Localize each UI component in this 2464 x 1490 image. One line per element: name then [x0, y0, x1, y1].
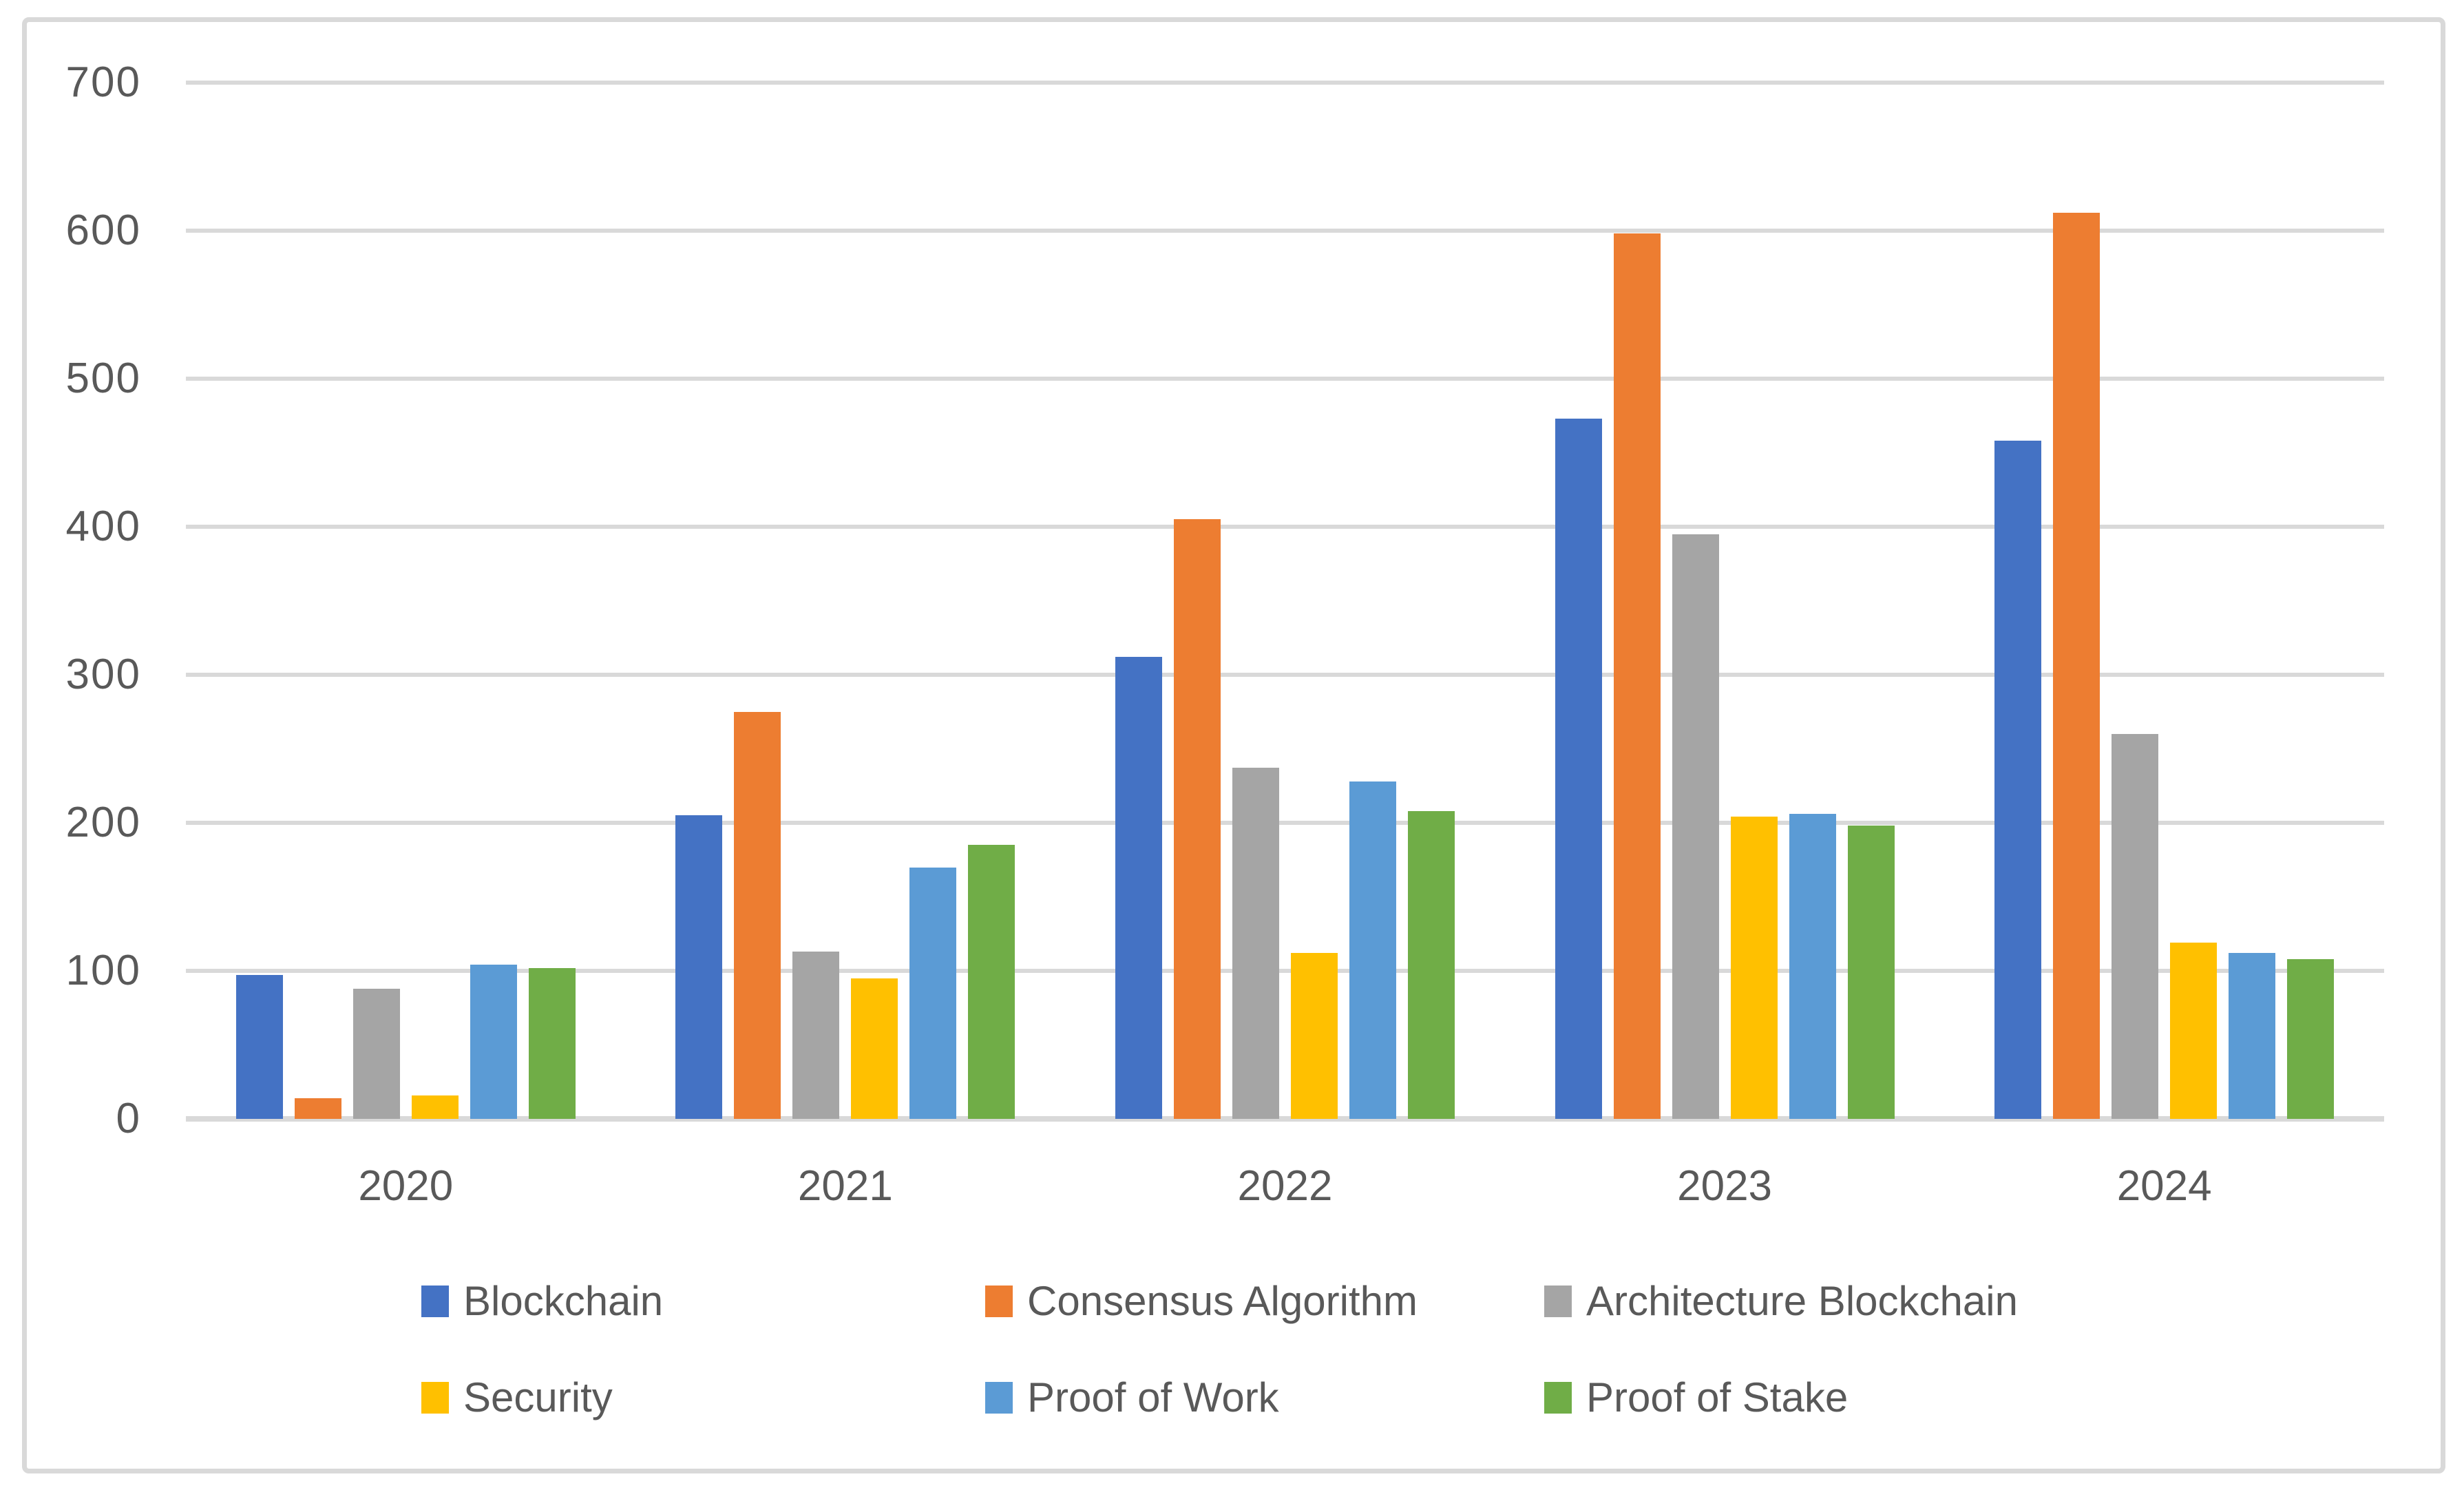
bar-proof-of-work-2020 [470, 965, 517, 1119]
legend-swatch-proof-of-work [985, 1382, 1013, 1414]
bar-proof-of-work-2023 [1789, 814, 1836, 1119]
bar-blockchain-2022 [1115, 657, 1162, 1119]
bar-consensus-algorithm-2021 [734, 711, 781, 1119]
x-tick-label-2021: 2021 [797, 1162, 893, 1210]
legend-label-proof-of-stake: Proof of Stake [1586, 1374, 1849, 1420]
bar-security-2022 [1290, 953, 1338, 1119]
y-tick-label-400: 400 [65, 503, 141, 550]
gridline-600 [186, 229, 2384, 233]
plot-area [186, 81, 2384, 1122]
bar-security-2021 [851, 978, 898, 1119]
legend-swatch-proof-of-stake [1544, 1382, 1572, 1414]
bar-architecture-blockchain-2023 [1672, 534, 1719, 1119]
legend-item-consensus-algorithm: Consensus Algorithm [985, 1281, 1418, 1322]
bar-proof-of-work-2021 [909, 867, 957, 1119]
bar-consensus-algorithm-2022 [1173, 519, 1221, 1119]
legend-item-proof-of-work: Proof of Work [985, 1377, 1279, 1418]
gridline-500 [186, 377, 2384, 381]
gridline-200 [186, 821, 2384, 825]
bar-blockchain-2023 [1555, 419, 1602, 1119]
legend-label-blockchain: Blockchain [463, 1278, 664, 1324]
bar-blockchain-2021 [675, 815, 723, 1119]
legend-swatch-consensus-algorithm [985, 1286, 1013, 1317]
bar-group-2022 [1065, 83, 1505, 1119]
bar-proof-of-work-2022 [1349, 781, 1396, 1119]
legend-item-security: Security [421, 1377, 613, 1418]
legend-label-security: Security [463, 1374, 613, 1420]
legend-swatch-blockchain [421, 1286, 449, 1317]
x-axis: 2020 2021 2022 2023 2024 [186, 1165, 2384, 1208]
legend-item-blockchain: Blockchain [421, 1281, 663, 1322]
bar-architecture-blockchain-2022 [1232, 768, 1279, 1119]
bar-security-2023 [1730, 817, 1778, 1119]
legend-swatch-security [421, 1382, 449, 1414]
bar-architecture-blockchain-2021 [792, 952, 840, 1119]
bar-proof-of-stake-2020 [528, 967, 576, 1119]
legend-label-proof-of-work: Proof of Work [1027, 1374, 1279, 1420]
gridline-0 [186, 1116, 2384, 1122]
x-tick-label-2024: 2024 [2116, 1162, 2212, 1210]
bar-blockchain-2024 [1994, 441, 2042, 1119]
bar-proof-of-work-2024 [2229, 953, 2276, 1119]
bar-proof-of-stake-2021 [968, 845, 1015, 1119]
legend-item-architecture-blockchain: Architecture Blockchain [1544, 1281, 2018, 1322]
bar-consensus-algorithm-2020 [294, 1098, 341, 1119]
y-tick-label-100: 100 [65, 947, 141, 994]
legend-label-consensus-algorithm: Consensus Algorithm [1027, 1278, 1418, 1324]
bar-security-2020 [411, 1095, 459, 1119]
y-tick-label-0: 0 [116, 1095, 141, 1142]
bar-proof-of-stake-2024 [2287, 958, 2335, 1119]
legend-item-proof-of-stake: Proof of Stake [1544, 1377, 1848, 1418]
y-tick-label-500: 500 [65, 355, 141, 402]
bar-blockchain-2020 [235, 975, 283, 1119]
y-tick-label-700: 700 [65, 59, 141, 106]
y-tick-label-200: 200 [65, 799, 141, 846]
bar-proof-of-stake-2022 [1407, 810, 1455, 1119]
bar-proof-of-stake-2023 [1847, 826, 1895, 1119]
y-axis: 0 100 200 300 400 500 600 700 [0, 61, 141, 1140]
bar-group-2020 [186, 83, 626, 1119]
bar-group-2023 [1505, 83, 1945, 1119]
legend-label-architecture-blockchain: Architecture Blockchain [1586, 1278, 2018, 1324]
legend-swatch-architecture-blockchain [1544, 1286, 1572, 1317]
gridline-400 [186, 525, 2384, 529]
gridline-300 [186, 673, 2384, 677]
chart-border-frame [22, 17, 2445, 1473]
x-tick-label-2023: 2023 [1677, 1162, 1773, 1210]
bar-architecture-blockchain-2020 [352, 988, 400, 1119]
x-tick-label-2022: 2022 [1237, 1162, 1333, 1210]
bar-consensus-algorithm-2023 [1613, 233, 1661, 1119]
bar-architecture-blockchain-2024 [2112, 734, 2159, 1119]
y-tick-label-300: 300 [65, 651, 141, 698]
y-tick-label-600: 600 [65, 207, 141, 254]
bar-group-2021 [626, 83, 1066, 1119]
bar-consensus-algorithm-2024 [2053, 213, 2100, 1119]
gridline-700 [186, 81, 2384, 85]
bar-security-2024 [2170, 943, 2218, 1119]
gridline-100 [186, 969, 2384, 973]
x-tick-label-2020: 2020 [358, 1162, 454, 1210]
bar-group-2024 [1944, 83, 2384, 1119]
